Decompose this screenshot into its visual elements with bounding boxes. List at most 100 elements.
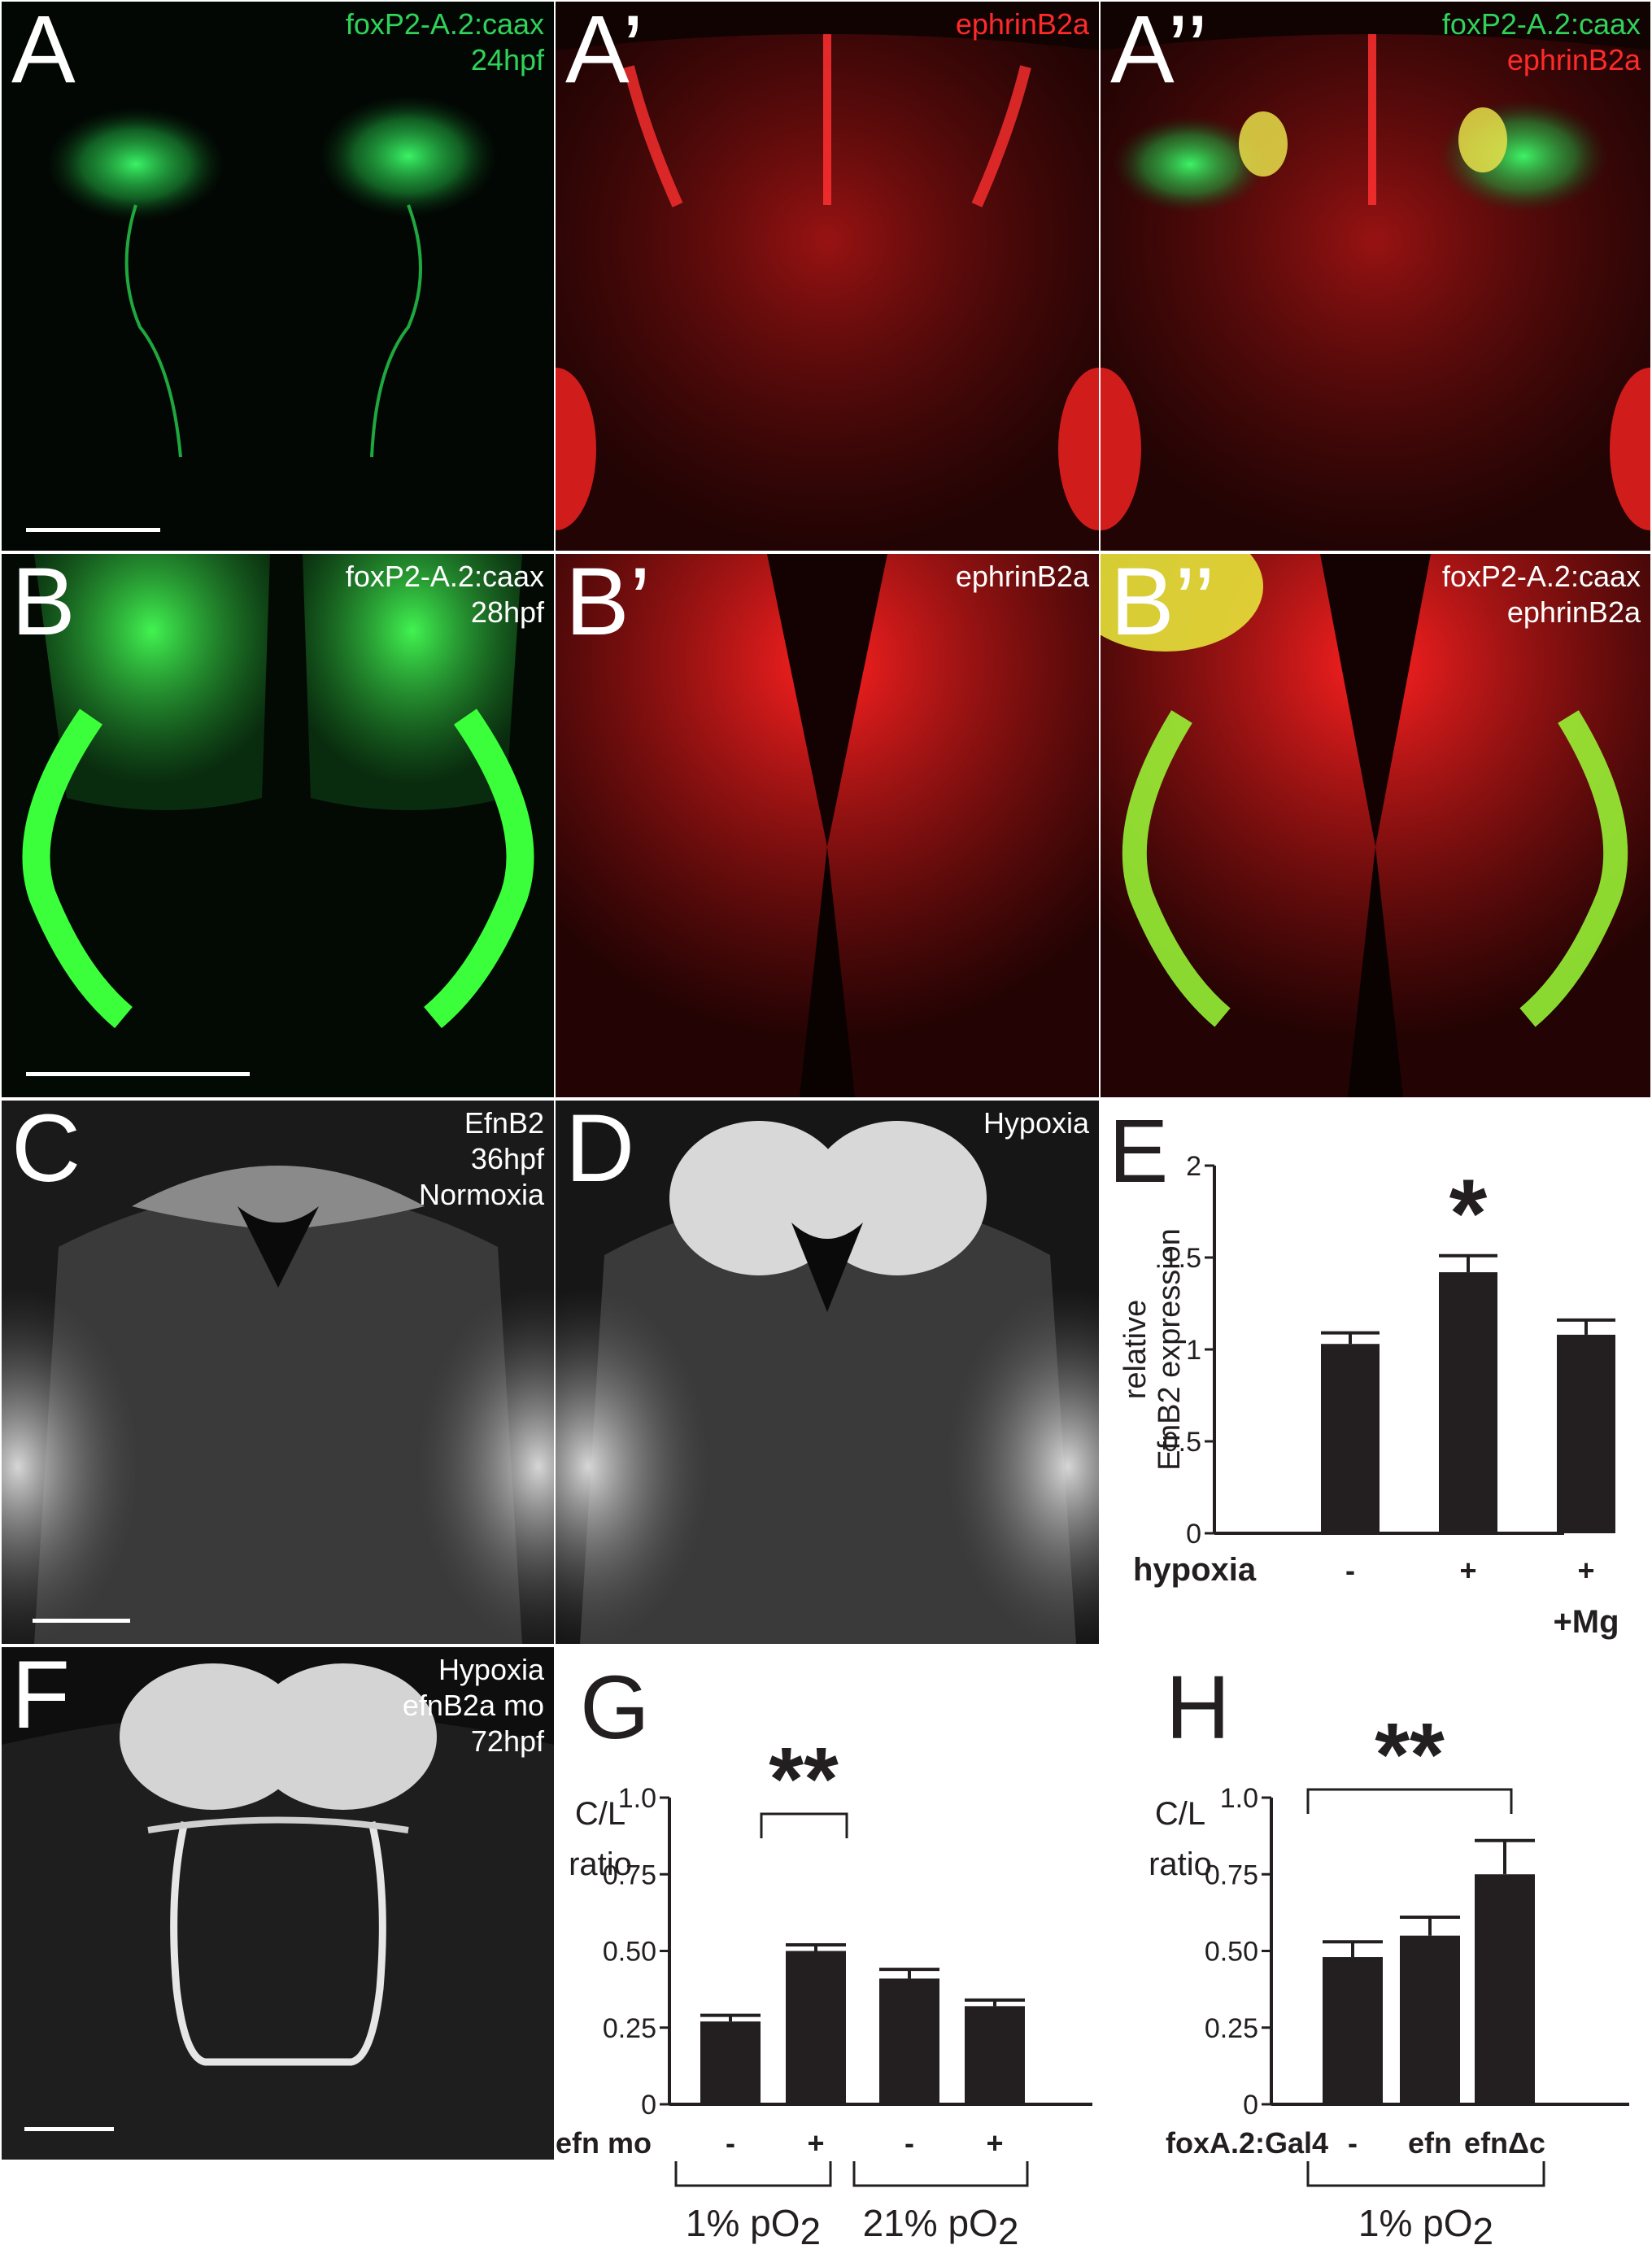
category-label: +: [1459, 1554, 1476, 1587]
category-label: -: [904, 2126, 914, 2160]
y-tick-label: 1: [1186, 1335, 1201, 1366]
significance-bracket: [1306, 1788, 1513, 1814]
panel-a: A foxP2-A.2:caax 24hpf: [2, 2, 554, 551]
caption-line: ephrinB2a: [955, 7, 1089, 41]
bar: [1400, 1935, 1460, 2104]
category-label: +: [807, 2126, 824, 2160]
panel-caption: foxP2-A.2:caax 28hpf: [346, 559, 544, 630]
panel-caption: foxP2-A.2:caax ephrinB2a: [1442, 559, 1641, 630]
microscopy-image-f: [2, 1647, 554, 2160]
bar: [700, 2021, 761, 2104]
category-label: efn: [1408, 2126, 1452, 2160]
panel-caption: Hypoxia efnB2a mo 72hpf: [403, 1652, 544, 1759]
panel-b: B foxP2-A.2:caax 28hpf: [2, 554, 554, 1097]
caption-line: ephrinB2a: [1506, 595, 1641, 629]
panel-letter: G: [580, 1658, 650, 1758]
microscopy-image-a-double-prime: [1101, 2, 1650, 551]
caption-line: ephrinB2a: [955, 560, 1089, 593]
y-axis-label: relative: [1118, 1300, 1153, 1400]
y-tick-label: 0.75: [603, 1859, 656, 1890]
bar: [1475, 1874, 1535, 2104]
panel-caption: ephrinB2a: [956, 559, 1089, 595]
caption-line: Normoxia: [418, 1178, 544, 1211]
panel-letter: B’: [565, 554, 651, 656]
y-tick-label: 2: [1186, 1151, 1201, 1182]
microscopy-image-a: [2, 2, 554, 551]
row-label: efn mo: [556, 2126, 652, 2160]
microscopy-image-b-double-prime: [1101, 554, 1650, 1097]
y-tick-label: 0: [1243, 2090, 1258, 2121]
significance-marker: *: [1449, 1159, 1488, 1268]
y-axis-label: ratio: [1149, 1846, 1212, 1882]
caption-line: ephrinB2a: [1506, 43, 1641, 76]
panel-a-double-prime: A’’ foxP2-A.2:caax ephrinB2a: [1101, 2, 1650, 551]
y-axis-label: C/L: [1155, 1796, 1205, 1832]
microscopy-image-b: [2, 554, 554, 1097]
caption-line: EfnB2: [464, 1106, 544, 1140]
caption-line: Hypoxia: [983, 1106, 1089, 1140]
group-label: 21% pO2: [863, 2202, 1019, 2245]
chart-h-svg: H 0 0.25 0.50 0.75 1.0 C/L ratio - efn efnΔc foxA.2…: [1149, 1658, 1629, 2245]
scale-bar: [24, 2127, 114, 2131]
scale-bar: [33, 1619, 130, 1623]
y-tick-label: 0.75: [1205, 1859, 1258, 1890]
category-label: efnΔc: [1464, 2126, 1545, 2160]
bar: [879, 1978, 939, 2104]
panel-letter: B: [11, 554, 76, 656]
row-label: foxA.2:Gal4: [1166, 2126, 1328, 2160]
y-tick-label: 0.25: [603, 2013, 656, 2044]
bar: [965, 2006, 1025, 2104]
caption-line: 72hpf: [470, 1724, 544, 1758]
category-label: -: [726, 2126, 735, 2160]
caption-line: efnB2a mo: [402, 1689, 544, 1722]
bar: [1321, 1344, 1380, 1533]
group-bracket: [1306, 2161, 1545, 2187]
panel-a-prime: A’ ephrinB2a: [556, 2, 1099, 551]
group-bracket: [852, 2161, 1029, 2187]
panel-c: C EfnB2 36hpf Normoxia: [2, 1101, 554, 1644]
panel-caption: ephrinB2a: [956, 7, 1089, 42]
bar: [1557, 1334, 1615, 1533]
caption-line: foxP2-A.2:caax: [1441, 7, 1641, 41]
y-tick-label: 0.25: [1205, 2013, 1258, 2044]
caption-line: Hypoxia: [438, 1653, 544, 1686]
significance-marker: **: [1375, 1705, 1445, 1805]
caption-line: 24hpf: [470, 43, 544, 76]
caption-line: foxP2-A.2:caax: [345, 7, 544, 41]
bar: [1439, 1272, 1497, 1533]
y-tick-label: 0.50: [1205, 1937, 1258, 1968]
y-tick-label: 1.0: [1220, 1783, 1258, 1814]
microscopy-image-b-prime: [556, 554, 1099, 1097]
y-tick-label: 0.50: [603, 1937, 656, 1968]
category-label: +: [986, 2126, 1003, 2160]
chart-h: H 0 0.25 0.50 0.75 1.0 C/L ratio - efn efnΔc foxA.2…: [1101, 1647, 1650, 2245]
chart-e-svg: E 0 0.5 1 1.5 2 relative EfnB2 expression - + + +Mg…: [1109, 1101, 1619, 1640]
panel-caption: foxP2-A.2:caax 24hpf: [346, 7, 544, 78]
panel-caption: foxP2-A.2:caax ephrinB2a: [1442, 7, 1641, 78]
panel-f: F Hypoxia efnB2a mo 72hpf: [2, 1647, 554, 2160]
panel-letter: F: [11, 1647, 71, 1749]
category-label: -: [1348, 2126, 1358, 2160]
panel-b-double-prime: B’’ foxP2-A.2:caax ephrinB2a: [1101, 554, 1650, 1097]
microscopy-image-d: [556, 1101, 1099, 1644]
scale-bar: [26, 528, 160, 532]
group-label: 1% pO2: [1358, 2202, 1493, 2245]
panel-caption: Hypoxia: [983, 1105, 1089, 1141]
y-axis-label: C/L: [575, 1796, 625, 1832]
significance-bracket: [760, 1812, 848, 1838]
chart-e: E 0 0.5 1 1.5 2 relative EfnB2 expression - + + +Mg…: [1101, 1101, 1650, 1644]
chart-g: G 0 0.25 0.50 0.75 1.0 C/L ratio - + - + efn mo ** 1% …: [556, 1647, 1099, 2245]
row-label: hypoxia: [1133, 1552, 1257, 1588]
category-label: -: [1345, 1554, 1355, 1587]
group-bracket: [674, 2161, 832, 2187]
group-label: 1% pO2: [686, 2202, 821, 2245]
bar: [786, 1951, 846, 2104]
y-tick-label: 1.5: [1163, 1243, 1201, 1274]
caption-line: 28hpf: [470, 595, 544, 629]
chart-g-svg: G 0 0.25 0.50 0.75 1.0C/L ratio - + - + efn mo ** 1% …: [556, 1658, 1092, 2245]
panel-letter: A: [11, 2, 76, 103]
panel-letter: D: [565, 1101, 635, 1202]
y-tick-label: 0.5: [1163, 1427, 1201, 1458]
panel-caption: EfnB2 36hpf Normoxia: [419, 1105, 544, 1213]
y-tick-label: 0: [1186, 1519, 1201, 1550]
